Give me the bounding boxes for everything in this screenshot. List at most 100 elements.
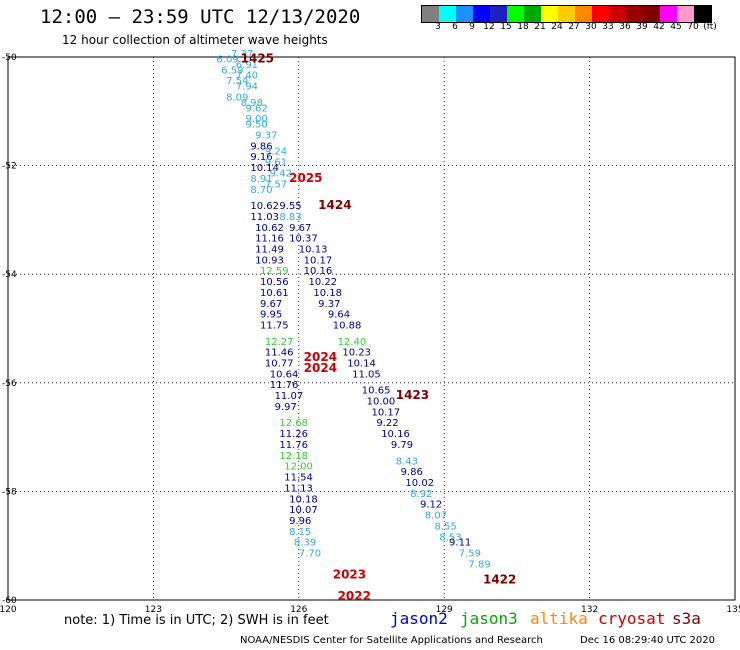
pass-label: 2024 bbox=[304, 350, 337, 364]
wave-height-value: 9.16 bbox=[250, 152, 272, 163]
longitude-tick-label: 123 bbox=[145, 605, 162, 615]
pass-label: 2023 bbox=[333, 567, 366, 581]
wave-height-value: 6.59 bbox=[221, 65, 243, 76]
wave-height-value: 8.53 bbox=[439, 532, 461, 543]
longitude-tick-label: 120 bbox=[0, 605, 17, 615]
credit-line: NOAA/NESDIS Center for Satellite Applica… bbox=[240, 635, 543, 646]
wave-height-value: 8.91 bbox=[250, 174, 272, 185]
wave-height-value: 7.37 bbox=[231, 49, 253, 60]
longitude-tick-label: 135 bbox=[726, 605, 740, 615]
wave-height-value: 6.91 bbox=[236, 60, 258, 71]
wave-height-value: 11.13 bbox=[284, 483, 313, 494]
wave-height-value: 9.97 bbox=[275, 402, 297, 413]
wave-height-value: 11.75 bbox=[260, 321, 289, 332]
color-scale-label: 6 bbox=[452, 22, 458, 32]
color-scale-label: 15 bbox=[500, 22, 512, 32]
color-swatch bbox=[677, 6, 694, 22]
wave-height-value: 10.62 bbox=[250, 201, 279, 212]
color-scale-label: 70 bbox=[687, 22, 699, 32]
wave-height-value: 9.79 bbox=[391, 440, 413, 451]
wave-height-value: 8.70 bbox=[250, 185, 272, 196]
wave-height-value: 9.00 bbox=[245, 114, 267, 125]
longitude-tick-label: 129 bbox=[436, 605, 453, 615]
pass-label: 2022 bbox=[338, 589, 371, 603]
longitude-tick-label: 132 bbox=[581, 605, 598, 615]
wave-height-value: 9.64 bbox=[328, 310, 350, 321]
wave-height-value: 12.00 bbox=[284, 462, 313, 473]
wave-height-value: 12.59 bbox=[260, 266, 289, 277]
wave-height-value: 9.95 bbox=[260, 310, 282, 321]
wave-height-value: 10.93 bbox=[255, 255, 284, 266]
wave-height-value: 10.16 bbox=[304, 266, 333, 277]
wave-height-value: 9.11 bbox=[449, 538, 471, 549]
wave-height-value: 6.09 bbox=[216, 54, 238, 65]
color-swatch bbox=[643, 6, 660, 22]
pass-label: 2024 bbox=[304, 361, 337, 375]
wave-height-value: 7.94 bbox=[236, 82, 258, 93]
wave-height-value: 10.14 bbox=[347, 359, 376, 370]
wave-height-value: 11.76 bbox=[270, 380, 299, 391]
wave-height-value: 9.12 bbox=[420, 500, 442, 511]
wave-height-value: 10.02 bbox=[405, 478, 434, 489]
wave-height-value: 9.67 bbox=[289, 223, 311, 234]
wave-height-value: 10.07 bbox=[289, 505, 318, 516]
color-swatch bbox=[507, 6, 524, 22]
legend-cryosat: cryosat bbox=[598, 609, 666, 628]
wave-height-value: 7.54 bbox=[226, 76, 248, 87]
wave-height-value: 8.09 bbox=[226, 92, 248, 103]
wave-height-value: 8.55 bbox=[435, 521, 457, 532]
footnote: note: 1) Time is in UTC; 2) SWH is in fe… bbox=[64, 613, 329, 628]
color-scale-label: 3 bbox=[435, 22, 441, 32]
wave-height-value: 10.61 bbox=[260, 288, 289, 299]
color-swatch bbox=[592, 6, 609, 22]
wave-height-value: 9.37 bbox=[255, 130, 277, 141]
wave-height-value: 10.62 bbox=[255, 223, 284, 234]
color-swatch bbox=[473, 6, 490, 22]
latitude-tick-label: -60 bbox=[2, 596, 17, 606]
wave-height-value: 10.00 bbox=[367, 397, 396, 408]
color-swatch bbox=[524, 6, 541, 22]
wave-height-value: 11.26 bbox=[279, 429, 308, 440]
wave-height-value: 9.86 bbox=[401, 467, 423, 478]
wave-height-value: 9.22 bbox=[376, 418, 398, 429]
wave-height-value: 9.62 bbox=[245, 103, 267, 114]
latitude-tick-label: -58 bbox=[2, 487, 17, 497]
color-swatch bbox=[558, 6, 575, 22]
wave-height-value: 11.46 bbox=[265, 348, 294, 359]
pass-label: 1422 bbox=[483, 573, 516, 587]
wave-height-value: 9.67 bbox=[260, 299, 282, 310]
wave-height-value: 9.61 bbox=[265, 158, 287, 169]
timestamp: Dec 16 08:29:40 UTC 2020 bbox=[580, 635, 715, 646]
legend-jason3: jason3 bbox=[460, 609, 518, 628]
wave-height-value: 10.17 bbox=[304, 255, 333, 266]
wave-height-value: 10.56 bbox=[260, 277, 289, 288]
wave-height-value: 9.42 bbox=[270, 168, 292, 179]
wave-height-value: 8.07 bbox=[425, 511, 447, 522]
latitude-tick-label: -54 bbox=[2, 270, 17, 280]
wave-height-value: 12.40 bbox=[338, 337, 367, 348]
wave-height-value: 9.37 bbox=[318, 299, 340, 310]
wave-height-value: 10.18 bbox=[289, 494, 318, 505]
color-scale-label: 24 bbox=[551, 22, 563, 32]
wave-height-value: 8.15 bbox=[289, 527, 311, 538]
pass-label: 1424 bbox=[318, 198, 351, 212]
legend-s3a: s3a bbox=[672, 609, 701, 628]
map-frame bbox=[7, 56, 736, 601]
wave-height-value: 9.86 bbox=[250, 141, 272, 152]
wave-height-value: 8.39 bbox=[294, 538, 316, 549]
wave-height-value: 10.17 bbox=[372, 407, 401, 418]
wave-height-value: 10.65 bbox=[362, 386, 391, 397]
latitude-tick-label: -56 bbox=[2, 379, 17, 389]
wave-height-value: 11.03 bbox=[250, 212, 279, 223]
wave-height-value: 7.89 bbox=[468, 559, 490, 570]
wave-height-value: 10.64 bbox=[270, 369, 299, 380]
color-swatch bbox=[439, 6, 456, 22]
color-swatch bbox=[490, 6, 507, 22]
color-swatch bbox=[541, 6, 558, 22]
wave-height-value: 10.88 bbox=[333, 321, 362, 332]
color-scale-bar bbox=[421, 5, 712, 23]
color-scale-label: (ft) bbox=[703, 22, 717, 32]
wave-height-value: 10.77 bbox=[265, 359, 294, 370]
wave-height-value: 8.92 bbox=[410, 489, 432, 500]
color-scale-label: 27 bbox=[568, 22, 580, 32]
